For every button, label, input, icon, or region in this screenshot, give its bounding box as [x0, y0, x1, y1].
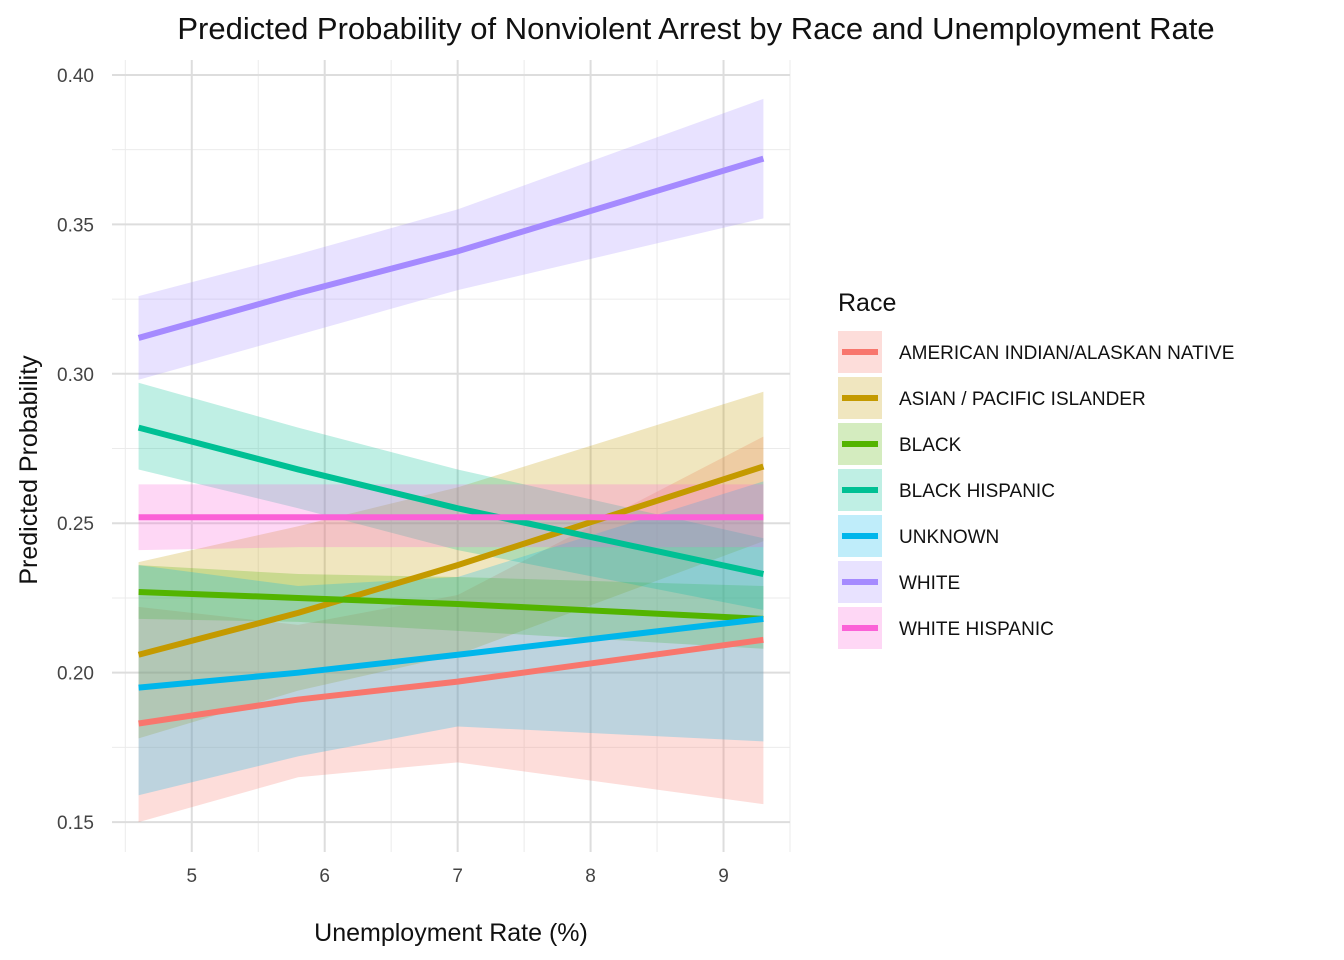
- x-tick-label: 7: [452, 866, 463, 887]
- x-axis: 5 6 7 8 9: [186, 866, 728, 887]
- series-line: [138, 636, 764, 727]
- legend-title: Race: [838, 289, 896, 317]
- confidence-band: [138, 436, 764, 823]
- legend-label: WHITE: [899, 573, 960, 594]
- confidence-band: [138, 382, 764, 610]
- y-tick-label: 0.20: [57, 664, 94, 685]
- legend-label: WHITE HISPANIC: [899, 619, 1054, 640]
- legend-label: ASIAN / PACIFIC ISLANDER: [899, 389, 1146, 410]
- y-tick-label: 0.40: [57, 66, 94, 87]
- series-line: [137, 424, 765, 577]
- series-line: [137, 155, 765, 341]
- legend: Race AMERICAN INDIAN/ALASKAN NATIVE ASIAN…: [838, 289, 1234, 649]
- x-tick-label: 5: [186, 866, 197, 887]
- confidence-band: [138, 481, 764, 796]
- legend-label: UNKNOWN: [899, 527, 999, 548]
- y-axis: 0.15 0.20 0.25 0.30 0.35 0.40: [57, 66, 94, 834]
- x-tick-label: 9: [718, 866, 729, 887]
- legend-label: BLACK HISPANIC: [899, 481, 1055, 502]
- x-tick-label: 8: [585, 866, 596, 887]
- legend-label: AMERICAN INDIAN/ALASKAN NATIVE: [899, 343, 1234, 364]
- y-tick-label: 0.35: [57, 215, 94, 236]
- x-axis-title: Unemployment Rate (%): [314, 919, 588, 947]
- series-line: [138, 588, 764, 622]
- confidence-band: [138, 565, 764, 649]
- y-tick-label: 0.25: [57, 514, 94, 535]
- series-lines: [137, 155, 765, 727]
- series-line: [138, 615, 764, 691]
- x-tick-label: 6: [319, 866, 330, 887]
- confidence-bands: [138, 98, 764, 823]
- y-axis-title: Predicted Probability: [15, 355, 43, 585]
- y-tick-label: 0.30: [57, 365, 94, 386]
- grid: [112, 60, 791, 852]
- y-tick-label: 0.15: [57, 813, 94, 834]
- legend-label: BLACK: [899, 435, 962, 456]
- chart-title: Predicted Probability of Nonviolent Arre…: [177, 11, 1214, 46]
- confidence-band: [138, 98, 764, 380]
